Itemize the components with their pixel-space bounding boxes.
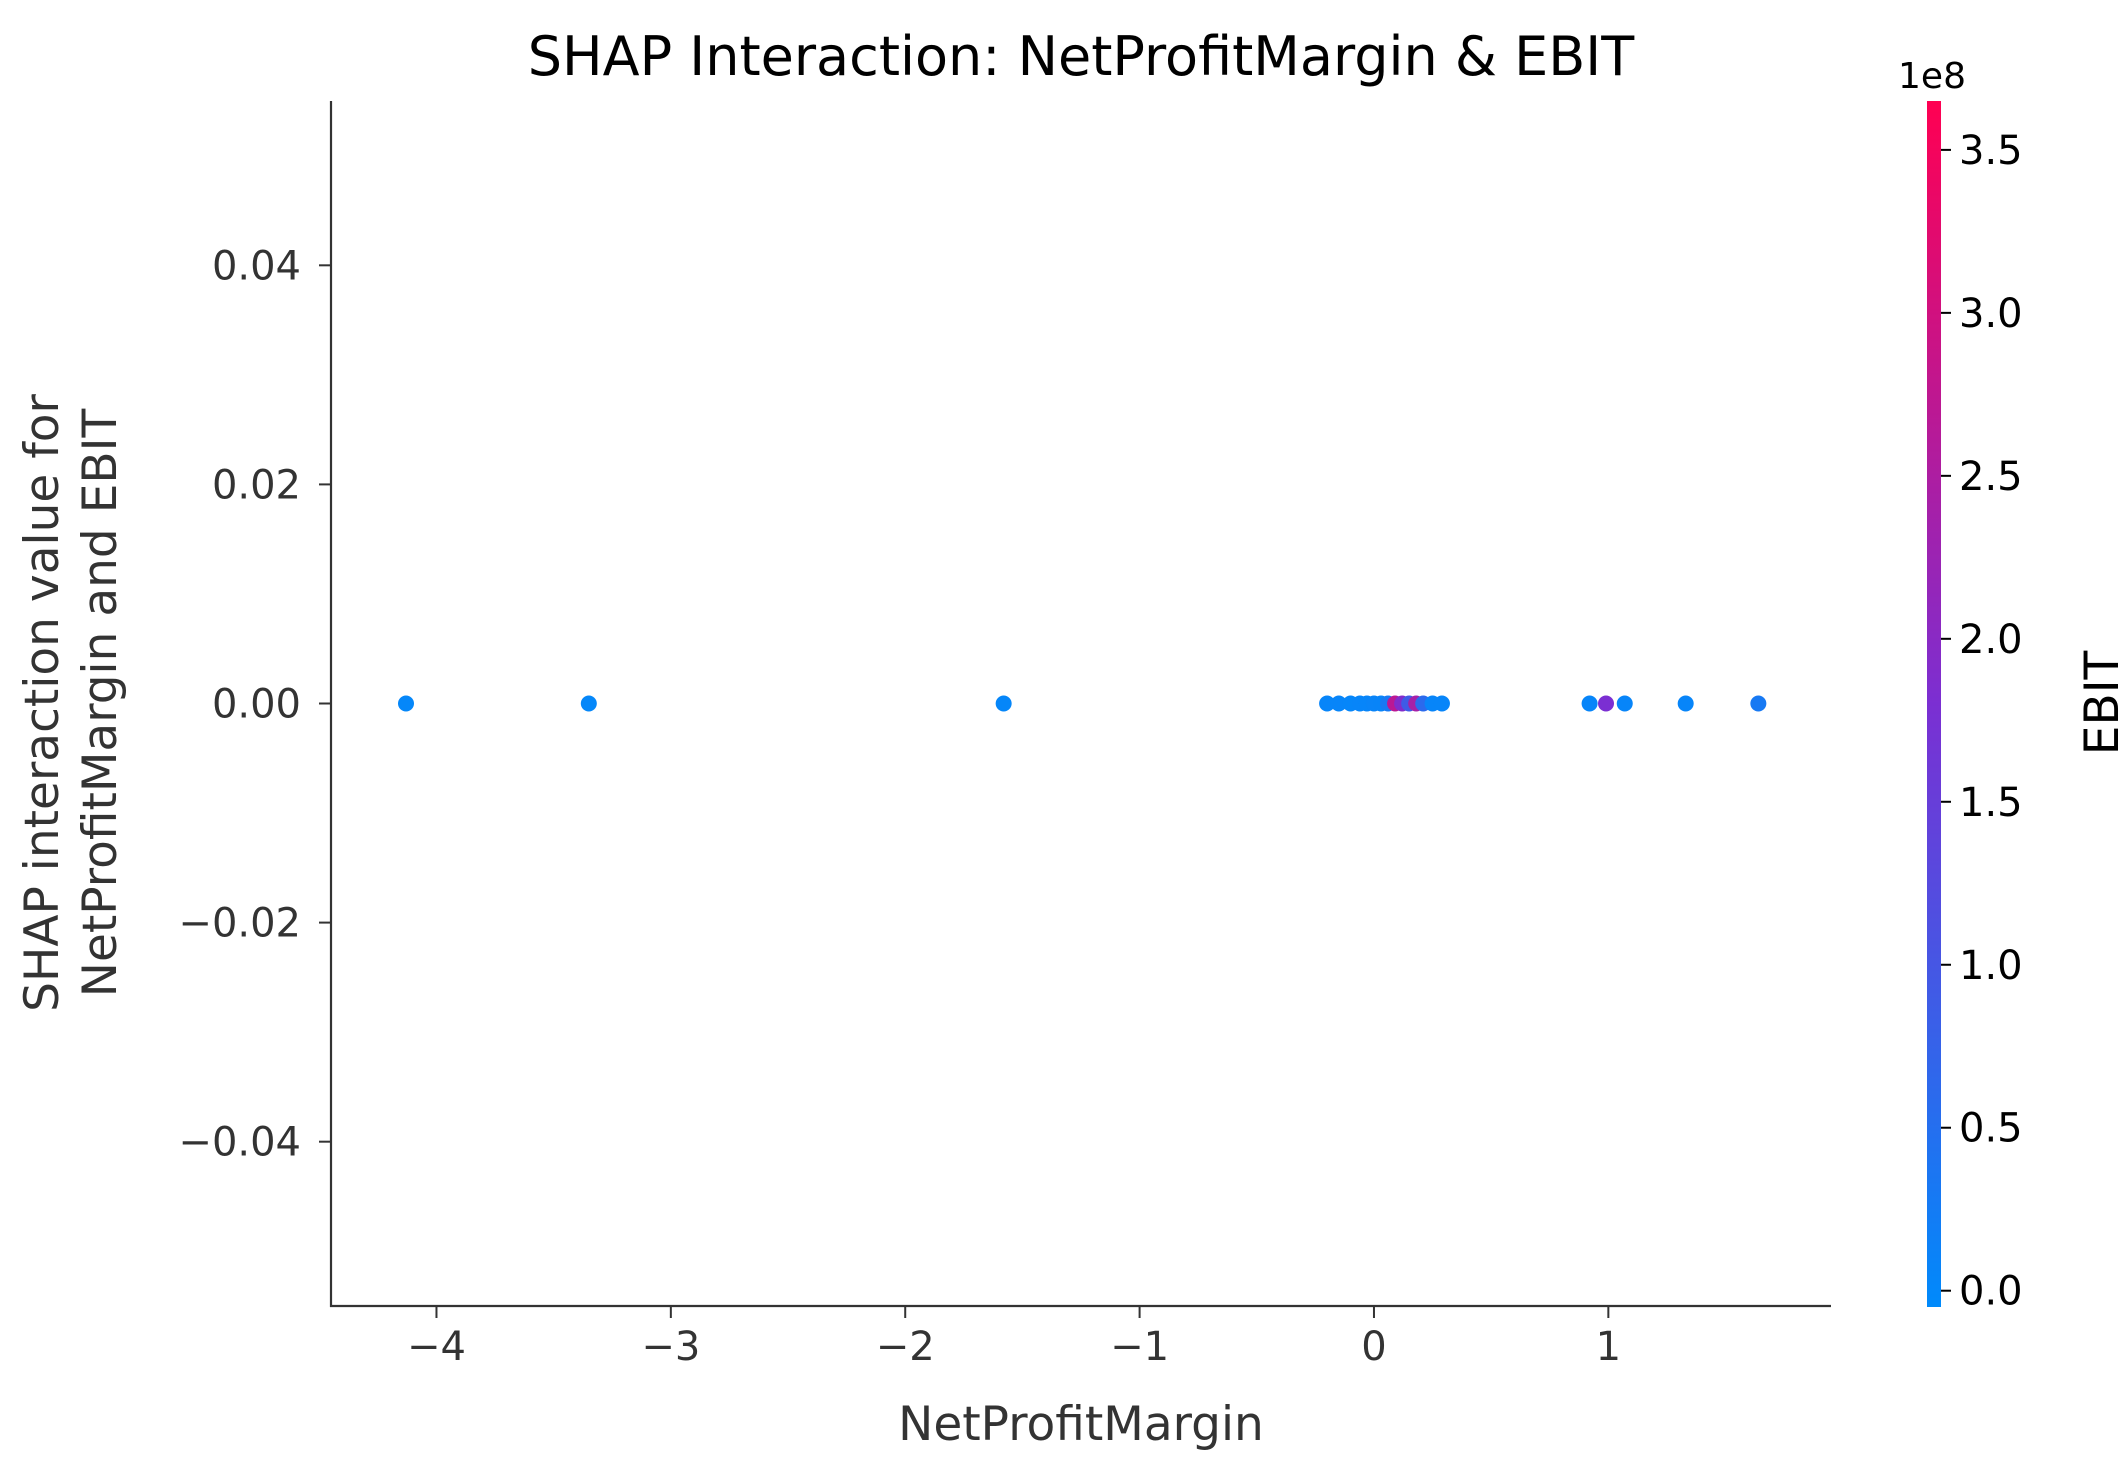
y-tick-label: 0.04: [212, 243, 301, 289]
x-tick-label: −4: [407, 1324, 466, 1370]
data-point: [398, 695, 414, 712]
colorbar-tick-label: 0.5: [1959, 1106, 2023, 1152]
data-point: [580, 695, 597, 712]
colorbar-offset-label: 1e8: [1898, 56, 1966, 97]
x-tick-label: −3: [641, 1324, 700, 1370]
data-point: [1319, 695, 1336, 712]
data-point: [1677, 695, 1694, 712]
chart-title: SHAP Interaction: NetProfitMargin & EBIT: [528, 25, 1635, 88]
data-point: [1330, 695, 1347, 712]
x-axis-label: NetProfitMargin: [898, 1397, 1264, 1452]
data-point: [1598, 695, 1614, 712]
data-point: [1750, 695, 1767, 712]
colorbar-tick-label: 2.5: [1959, 454, 2023, 500]
y-axis-label-line-2: NetProfitMargin and EBIT: [73, 408, 128, 997]
data-point: [1433, 695, 1450, 712]
data-point: [995, 695, 1012, 712]
data-point: [1616, 695, 1633, 712]
colorbar-label-group: EBIT: [2075, 650, 2124, 755]
colorbar-tick-label: 1.5: [1959, 780, 2023, 826]
x-axis-ticks: −4 −3 −2 −1 0 1: [407, 1306, 1621, 1370]
colorbar: [1927, 101, 1941, 1307]
y-axis-ticks: 0.04 0.02 0.00 −0.02 −0.04: [178, 243, 331, 1166]
x-tick-label: 1: [1596, 1324, 1621, 1370]
colorbar-ticks: 0.0 0.5 1.0 1.5 2.0 2.5 3.0 3.5: [1941, 128, 2023, 1315]
colorbar-tick-label: 1.0: [1959, 943, 2023, 989]
data-point: [1581, 695, 1598, 712]
x-tick-label: −1: [1110, 1324, 1169, 1370]
y-tick-label: 0.00: [212, 682, 301, 728]
y-tick-label: 0.02: [212, 462, 301, 508]
x-tick-label: 0: [1361, 1324, 1386, 1370]
scatter-points: [398, 695, 1767, 712]
x-tick-label: −2: [876, 1324, 935, 1370]
colorbar-tick-label: 3.0: [1959, 291, 2023, 337]
y-tick-label: −0.02: [178, 901, 301, 947]
y-axis-label-line-1: SHAP interaction value for: [15, 393, 70, 1011]
colorbar-tick-label: 3.5: [1959, 128, 2023, 174]
y-axis-label: SHAP interaction value for NetProfitMarg…: [15, 393, 128, 1011]
y-tick-label: −0.04: [178, 1120, 301, 1166]
colorbar-tick-label: 0.0: [1959, 1269, 2023, 1315]
colorbar-label: EBIT: [2075, 650, 2124, 755]
colorbar-tick-label: 2.0: [1959, 617, 2023, 663]
